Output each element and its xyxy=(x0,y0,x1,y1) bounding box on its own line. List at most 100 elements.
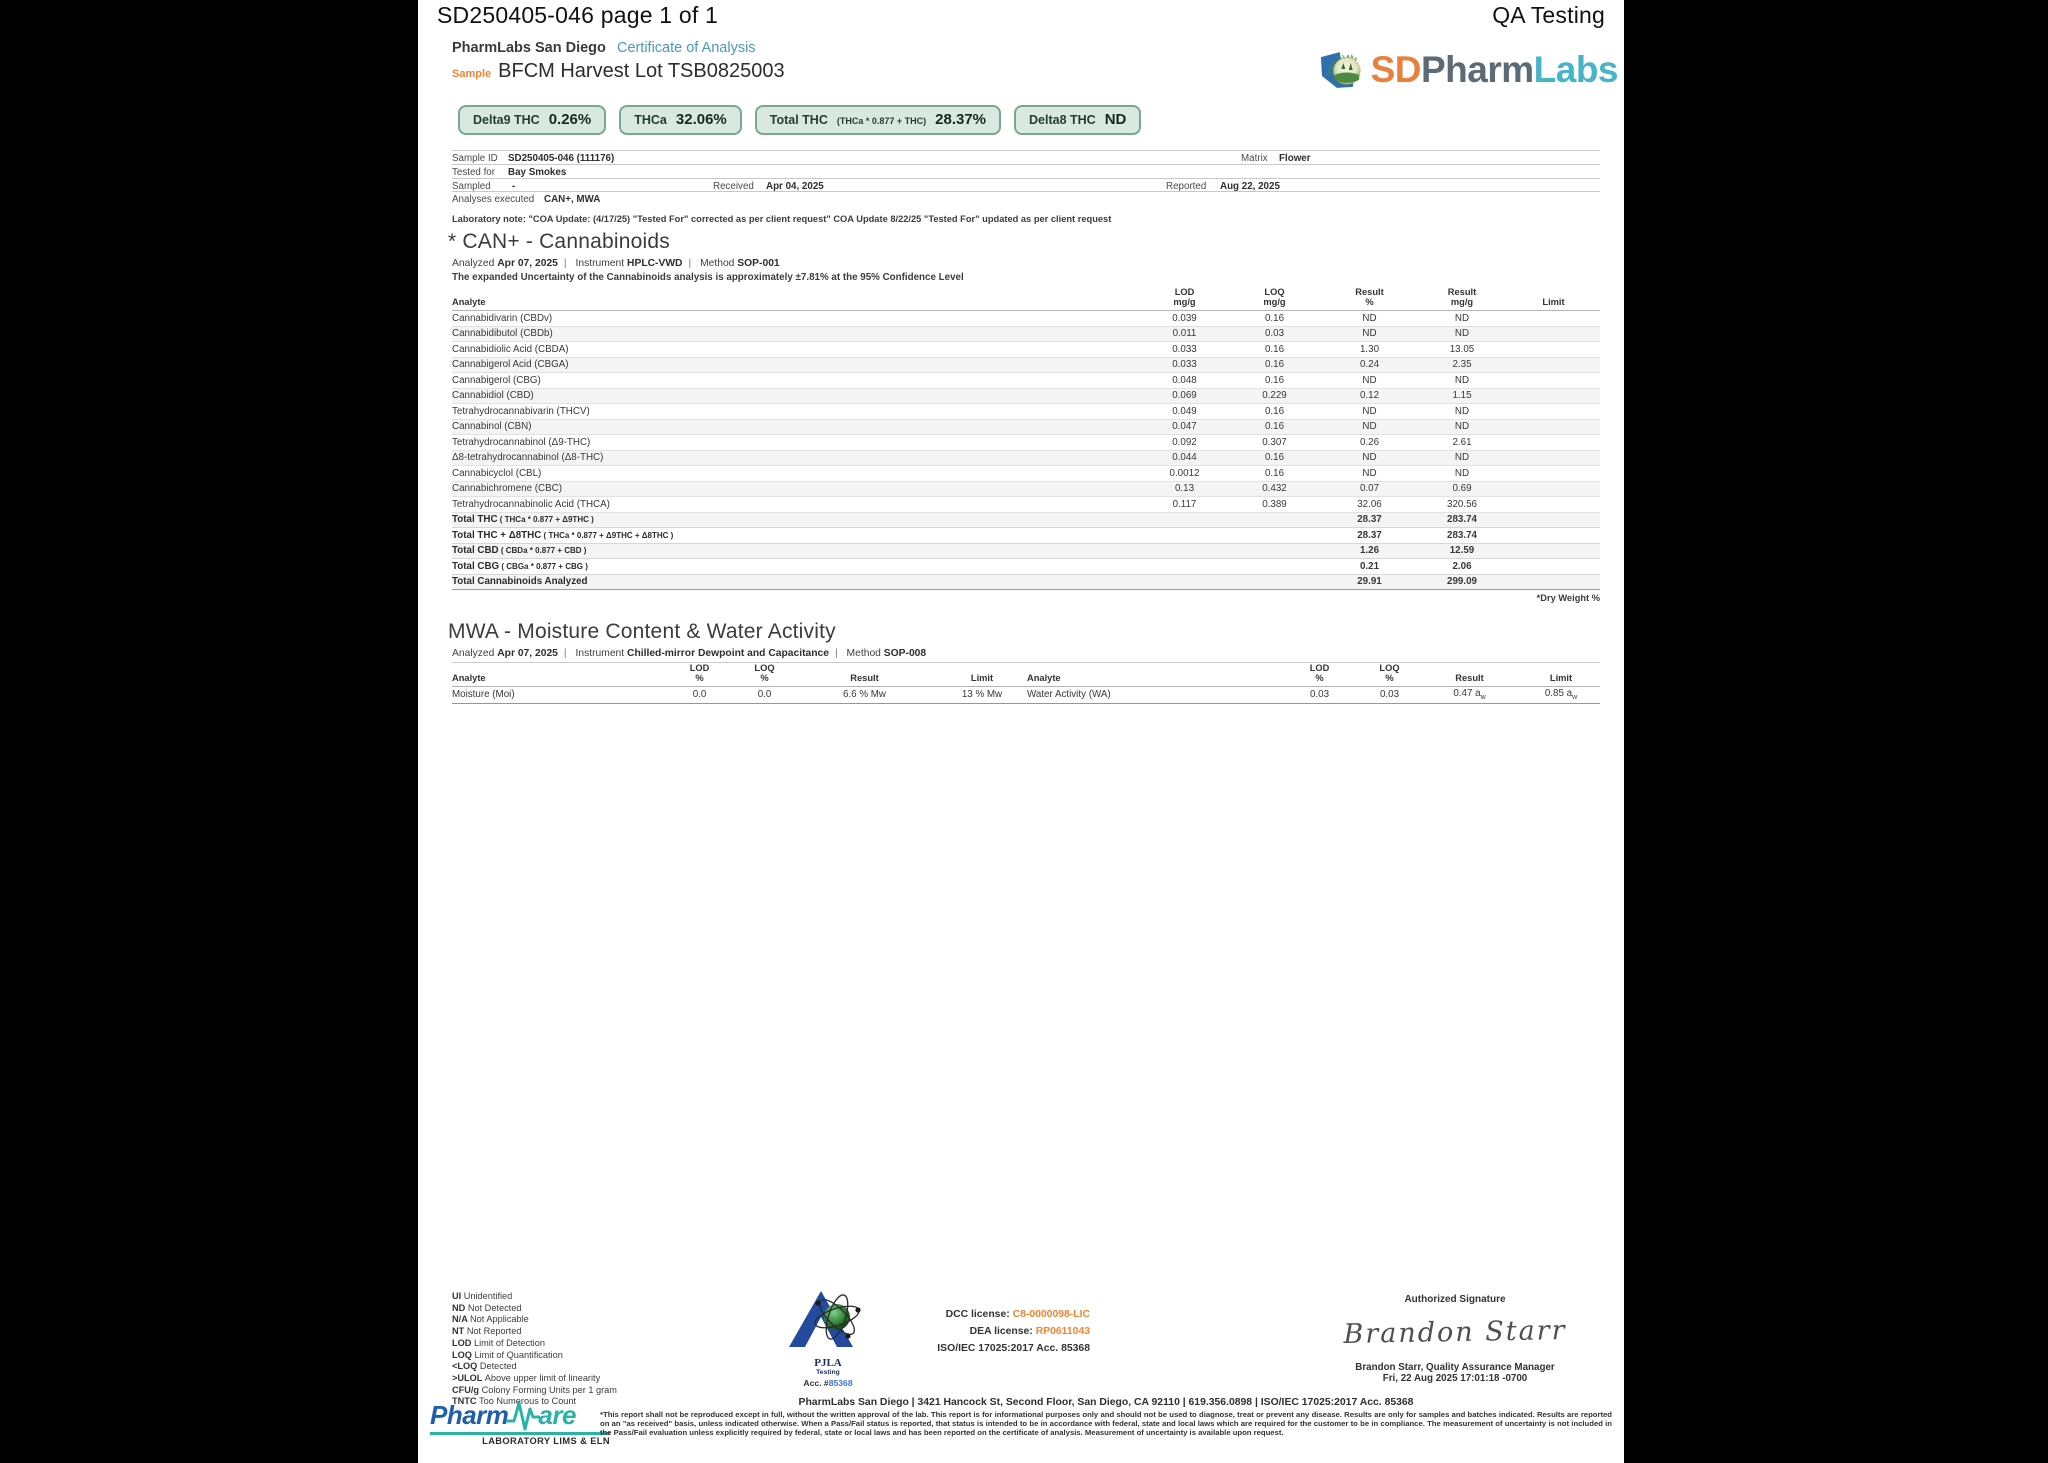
cannabinoids-table: Analyte LOD mg/g LOQ mg/g Result% Result mg… xyxy=(452,287,1600,590)
pjla-sub: Testing xyxy=(816,1369,840,1376)
mwa-col-result-1: Result xyxy=(792,662,937,687)
sample-name: BFCM Harvest Lot TSB0825003 xyxy=(498,60,785,82)
pjla-accreditation-number: Acc. #85368 xyxy=(803,1378,853,1388)
info-row-dates: Sampled - Received Apr 04, 2025 Reported… xyxy=(452,177,1600,192)
legend-item: >ULOL Above upper limit of linearity xyxy=(452,1372,601,1383)
water-activity-result: 0.47 aw xyxy=(1417,686,1522,704)
mwa-analyzed-value: Apr 07, 2025 xyxy=(497,648,558,659)
instrument-value: HPLC-VWD xyxy=(627,258,683,269)
result-badge: Delta9 THC 0.26% xyxy=(458,105,607,135)
mwa-col-lod-2: LOD% xyxy=(1277,662,1362,687)
sample-line: Sample BFCM Harvest Lot TSB0825003 xyxy=(452,60,785,83)
matrix-value: Flower xyxy=(1279,153,1311,164)
document-id-title: SD250405-046 page 1 of 1 xyxy=(437,2,719,28)
col-analyte: Analyte xyxy=(452,287,1142,311)
instrument-label: Instrument xyxy=(575,258,625,269)
pulse-icon xyxy=(506,1401,541,1430)
mwa-col-loq-1: LOQ% xyxy=(737,662,792,687)
cannabinoids-meta: Analyzed Apr 07, 2025 | Instrument HPLC-V… xyxy=(452,258,780,269)
moisture-result: 6.6 % Mw xyxy=(792,686,937,704)
sdpharmlabs-wordmark: SDPharmLabs xyxy=(1370,49,1619,91)
mwa-instrument-label: Instrument xyxy=(575,648,625,659)
legend-item: NT Not Reported xyxy=(452,1326,522,1337)
moisture-table: Analyte LOD% LOQ% Result Limit Analyte L… xyxy=(452,662,1600,704)
sampled-value: - xyxy=(512,180,516,192)
moisture-table-header: Analyte LOD% LOQ% Result Limit Analyte L… xyxy=(452,662,1600,687)
dea-license: DEA license: RP0611043 xyxy=(969,1326,1090,1337)
qa-testing-label: QA Testing xyxy=(1492,2,1605,28)
cannabinoid-row: Cannabidivarin (CBDv) 0.039 0.16 ND ND xyxy=(452,310,1600,327)
cannabinoid-row: Total THC + Δ8THC ( THCa * 0.877 + Δ9THC… xyxy=(452,527,1600,544)
pjla-logo-icon xyxy=(789,1291,861,1347)
dry-weight-note: *Dry Weight % xyxy=(1536,593,1600,603)
mwa-method-label: Method xyxy=(846,648,881,659)
sample-label: Sample xyxy=(452,68,492,80)
cannabinoids-section-title: * CAN+ - Cannabinoids xyxy=(448,230,670,253)
received-value: Apr 04, 2025 xyxy=(766,180,824,192)
mwa-col-limit-1: Limit xyxy=(937,662,1027,687)
result-badge: Total THC (THCa * 0.877 + THC) 28.37% xyxy=(754,105,1002,135)
legend-item: TNTC Too Numerous to Count xyxy=(452,1396,577,1407)
water-activity-limit: 0.85 aw xyxy=(1522,686,1600,704)
report-type: Certificate of Analysis xyxy=(616,40,756,56)
potency-badges: Delta9 THC 0.26% THCa 32.06% Total THC (THCa … xyxy=(458,105,1142,135)
mwa-col-loq-2: LOQ% xyxy=(1362,662,1417,687)
authorized-signature-label: Authorized Signature xyxy=(1404,1294,1506,1305)
result-badge: Delta8 THC ND xyxy=(1014,105,1142,135)
legend-item: <LOQ Detected xyxy=(452,1361,517,1372)
pharmware-pharm: Pharm xyxy=(430,1400,509,1430)
legend-item: UI Unidentified xyxy=(452,1291,513,1301)
sample-info-table: Sample ID SD250405-046 (111176) Matrix F… xyxy=(452,150,1600,205)
cannabinoid-row: Tetrahydrocannabinol (Δ9-THC) 0.092 0.307 0… xyxy=(452,434,1600,451)
cannabinoid-row: Cannabidiolic Acid (CBDA) 0.033 0.16 1.30 13… xyxy=(452,341,1600,358)
cannabinoid-row: Total CBG ( CBGa * 0.877 + CBG ) 0.21 2.06 xyxy=(452,558,1600,575)
tested-for-label: Tested for xyxy=(452,166,496,178)
col-result-mg: Result mg/g xyxy=(1417,287,1507,311)
reported-label: Reported xyxy=(1166,180,1207,192)
mwa-instrument-value: Chilled-mirror Dewpoint and Capacitance xyxy=(627,648,829,659)
col-lod: LOD mg/g xyxy=(1142,287,1227,311)
coa-page: SD250405-046 page 1 of 1 QA Testing Phar… xyxy=(418,0,1624,1463)
info-row-tested-for: Tested for Bay Smokes xyxy=(452,163,1600,178)
pharmware-are: are xyxy=(538,1400,576,1430)
sdpharmlabs-logo: PharmLabs SDPharmLabs xyxy=(1318,28,1619,112)
water-activity-analyte: Water Activity (WA) xyxy=(1027,686,1277,704)
mwa-analyzed-label: Analyzed xyxy=(452,648,495,659)
iso-accreditation: ISO/IEC 17025:2017 Acc. 85368 xyxy=(937,1343,1090,1354)
cannabinoid-row: Δ8-tetrahydrocannabinol (Δ8-THC) 0.044 0.1… xyxy=(452,450,1600,466)
dcc-license: DCC license: C8-0000098-LIC xyxy=(945,1309,1090,1320)
logo-pharm: Pharm xyxy=(1420,49,1534,90)
analyzed-value: Apr 07, 2025 xyxy=(497,258,558,269)
mwa-col-analyte-2: Analyte xyxy=(1027,662,1277,687)
sdpharmlabs-logo-icon: PharmLabs xyxy=(1320,52,1361,88)
cannabinoid-row: Cannabigerol Acid (CBGA) 0.033 0.16 0.24 2.3… xyxy=(452,357,1600,373)
cannabinoid-row: Cannabidiol (CBD) 0.069 0.229 0.12 1.15 xyxy=(452,388,1600,404)
analyses-value: CAN+, MWA xyxy=(544,194,601,206)
col-result-pct: Result% xyxy=(1322,287,1417,311)
license-block: DCC license: C8-0000098-LIC DEA license:… xyxy=(818,1306,1090,1357)
reported-value: Aug 22, 2025 xyxy=(1220,180,1280,192)
moisture-limit: 13 % Mw xyxy=(937,686,1027,704)
water-activity-lod: 0.03 xyxy=(1277,686,1362,704)
footer-text: PharmLabs San Diego | 3421 Hancock St, S… xyxy=(600,1397,1612,1437)
cannabinoid-row: Tetrahydrocannabinolic Acid (THCA) 0.117 0… xyxy=(452,496,1600,513)
logo-sd: SD xyxy=(1370,49,1422,90)
lab-name: PharmLabs San Diego xyxy=(452,40,606,56)
cannabinoid-row: Tetrahydrocannabivarin (THCV) 0.049 0.16 ND… xyxy=(452,403,1600,420)
laboratory-note: Laboratory note: "COA Update: (4/17/25) … xyxy=(452,214,1112,224)
method-label: Method xyxy=(700,258,735,269)
signature-script: Brandon Starr xyxy=(1343,1315,1567,1350)
cannabinoid-row: Cannabigerol (CBG) 0.048 0.16 ND ND xyxy=(452,372,1600,389)
sample-id-label: Sample ID xyxy=(452,153,498,164)
logo-labs: Labs xyxy=(1533,49,1619,90)
cannabinoid-row: Total CBD ( CBDa * 0.877 + CBD ) 1.26 12.5… xyxy=(452,543,1600,559)
matrix-label: Matrix xyxy=(1241,153,1268,164)
moisture-section-title: MWA - Moisture Content & Water Activity xyxy=(448,620,836,643)
legend-item: ND Not Detected xyxy=(452,1302,522,1313)
info-row-analyses: Analyses executed CAN+, MWA xyxy=(452,191,1600,205)
cannabinoid-row: Cannabidibutol (CBDb) 0.011 0.03 ND ND xyxy=(452,326,1600,342)
lab-address-line: PharmLabs San Diego | 3421 Hancock St, S… xyxy=(798,1397,1414,1408)
info-row-sample-id: Sample ID SD250405-046 (111176) Matrix F… xyxy=(452,150,1600,164)
received-label: Received xyxy=(713,180,754,192)
col-limit: Limit xyxy=(1507,287,1600,311)
